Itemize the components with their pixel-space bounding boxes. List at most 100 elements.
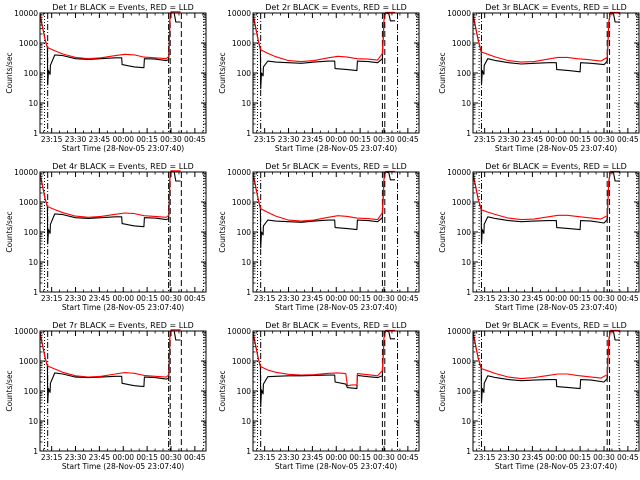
x-tick-label: 23:15 <box>474 294 496 303</box>
x-tick-label: 23:45 <box>89 135 111 144</box>
y-tick-label: 10000 <box>14 9 38 18</box>
x-tick-label: 00:30 <box>593 135 615 144</box>
events-series-line <box>39 170 181 245</box>
x-axis-label: Start Time (28-Nov-05 23:07:40) <box>495 462 617 471</box>
y-tick-label: 10000 <box>14 327 38 336</box>
x-tick-label: 00:30 <box>160 135 182 144</box>
x-tick-label: 00:30 <box>593 453 615 462</box>
x-tick-label: 23:15 <box>474 135 496 144</box>
y-axis-label: Counts/sec <box>5 370 14 411</box>
lld-series-line <box>472 329 620 380</box>
x-tick-label: 00:00 <box>545 135 567 144</box>
y-tick-label: 10000 <box>447 168 471 177</box>
y-tick-label: 100 <box>24 228 39 237</box>
chart-title: Det 6r BLACK = Events, RED = LLD <box>485 162 627 171</box>
x-tick-label: 23:30 <box>498 135 520 144</box>
chart-title: Det 4r BLACK = Events, RED = LLD <box>52 162 194 171</box>
x-tick-label: 23:45 <box>522 453 544 462</box>
y-tick-label: 1000 <box>19 198 38 207</box>
y-tick-label: 10000 <box>447 9 471 18</box>
y-axis-label: Counts/sec <box>438 370 447 411</box>
lld-series-line <box>472 170 620 221</box>
y-tick-label: 100 <box>237 387 252 396</box>
lld-series-line <box>252 329 396 387</box>
events-series-line <box>472 12 620 86</box>
x-tick-label: 00:15 <box>569 453 591 462</box>
y-tick-label: 10 <box>241 258 251 267</box>
x-axis-label: Start Time (28-Nov-05 23:07:40) <box>62 303 184 312</box>
y-axis-label: Counts/sec <box>218 52 227 93</box>
x-tick-label: 00:15 <box>569 135 591 144</box>
y-axis-label: Counts/sec <box>5 52 14 93</box>
x-tick-label: 00:00 <box>112 453 134 462</box>
x-tick-label: 00:45 <box>397 135 419 144</box>
y-tick-label: 10 <box>28 258 38 267</box>
x-tick-label: 00:45 <box>397 453 419 462</box>
y-tick-label: 100 <box>457 228 472 237</box>
y-tick-label: 1 <box>466 288 471 297</box>
lld-series-line <box>39 329 181 378</box>
x-tick-label: 23:45 <box>302 135 324 144</box>
x-axis-label: Start Time (28-Nov-05 23:07:40) <box>275 144 397 153</box>
y-tick-label: 10 <box>461 417 471 426</box>
x-tick-label: 00:30 <box>160 453 182 462</box>
y-tick-label: 1000 <box>452 198 471 207</box>
y-tick-label: 10000 <box>227 168 251 177</box>
x-tick-label: 23:45 <box>302 294 324 303</box>
x-tick-label: 00:15 <box>349 294 371 303</box>
events-series-line <box>252 171 396 249</box>
x-tick-label: 23:15 <box>254 453 276 462</box>
x-tick-label: 23:15 <box>41 294 63 303</box>
chart-title: Det 9r BLACK = Events, RED = LLD <box>485 321 627 330</box>
lld-series-line <box>252 11 396 63</box>
chart-title: Det 8r BLACK = Events, RED = LLD <box>265 321 407 330</box>
y-tick-label: 1000 <box>452 357 471 366</box>
x-tick-label: 23:45 <box>522 135 544 144</box>
x-tick-label: 00:00 <box>545 294 567 303</box>
plot-frame <box>252 171 420 293</box>
x-tick-label: 23:15 <box>41 453 63 462</box>
x-tick-label: 23:30 <box>278 135 300 144</box>
plot-frame <box>472 171 640 293</box>
y-tick-label: 10000 <box>447 327 471 336</box>
y-tick-label: 1 <box>246 447 251 456</box>
x-tick-label: 00:15 <box>349 453 371 462</box>
y-tick-label: 100 <box>237 69 252 78</box>
plot-frame <box>472 12 640 134</box>
x-tick-label: 23:30 <box>65 135 87 144</box>
x-tick-label: 23:30 <box>278 294 300 303</box>
x-tick-label: 23:45 <box>89 453 111 462</box>
lld-series-line <box>252 170 396 222</box>
x-tick-label: 00:30 <box>373 294 395 303</box>
chart-title: Det 1r BLACK = Events, RED = LLD <box>52 3 194 12</box>
y-tick-label: 100 <box>457 69 472 78</box>
events-series-line <box>472 171 620 245</box>
x-tick-label: 23:15 <box>474 453 496 462</box>
y-tick-label: 10 <box>241 99 251 108</box>
x-axis-label: Start Time (28-Nov-05 23:07:40) <box>495 144 617 153</box>
y-tick-label: 10 <box>241 417 251 426</box>
events-series-line <box>39 329 181 404</box>
y-tick-label: 10000 <box>227 327 251 336</box>
x-axis-label: Start Time (28-Nov-05 23:07:40) <box>275 462 397 471</box>
events-series-line <box>252 330 396 408</box>
x-tick-label: 00:15 <box>136 453 158 462</box>
x-tick-label: 00:30 <box>373 135 395 144</box>
y-tick-label: 10 <box>28 99 38 108</box>
y-tick-label: 10000 <box>227 9 251 18</box>
x-tick-label: 00:45 <box>184 453 206 462</box>
x-axis-label: Start Time (28-Nov-05 23:07:40) <box>62 462 184 471</box>
y-tick-label: 1000 <box>19 39 38 48</box>
lld-series-line <box>39 11 181 60</box>
x-tick-label: 00:00 <box>545 453 567 462</box>
x-tick-label: 23:15 <box>41 135 63 144</box>
events-series-line <box>252 12 396 90</box>
y-tick-label: 10 <box>461 99 471 108</box>
y-tick-label: 100 <box>24 387 39 396</box>
x-tick-label: 23:30 <box>278 453 300 462</box>
y-tick-label: 10 <box>461 258 471 267</box>
x-tick-label: 00:15 <box>136 135 158 144</box>
y-tick-label: 1000 <box>232 39 251 48</box>
chart-title: Det 3r BLACK = Events, RED = LLD <box>485 3 627 12</box>
x-tick-label: 00:00 <box>325 453 347 462</box>
